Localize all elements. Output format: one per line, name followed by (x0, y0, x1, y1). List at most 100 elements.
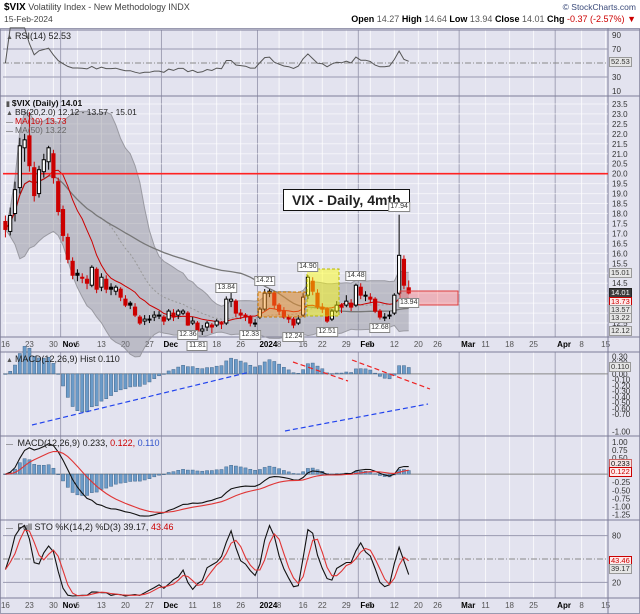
axis-tick-label: -0.10 (612, 376, 631, 385)
trendline-red (351, 359, 431, 390)
axis-tick-label: -0.20 (612, 381, 631, 390)
date-axis-label: Nov (63, 601, 79, 610)
axis-tick-label: 10 (612, 87, 621, 96)
axis-tick-label: 50 (612, 555, 621, 564)
axis-tick-label: 70 (612, 45, 621, 54)
axis-tick-label: 16.5 (612, 239, 628, 248)
date-axis-label: 13 (97, 601, 106, 610)
date-axis-label: 29 (342, 340, 351, 349)
date-axis-label: Mar (461, 340, 475, 349)
axis-tick-label: 0.30 (612, 353, 628, 362)
date-axis-label: 11 (189, 601, 198, 610)
date-axis-label: 18 (212, 601, 221, 610)
date-axis-label: 8 (277, 340, 282, 349)
axis-tick-label: 22.5 (612, 120, 628, 129)
date-axis-label: 12 (390, 601, 399, 610)
rsi-series-line (4, 27, 409, 74)
axis-tick-label: 13.0 (612, 309, 628, 318)
date-axis-label: 25 (529, 340, 538, 349)
date-axis-label: 8 (579, 601, 584, 610)
date-axis-label: 13 (97, 340, 106, 349)
axis-tick-label: 18.5 (612, 200, 628, 209)
axis-tick-label: 14.5 (612, 279, 628, 288)
date-axis-label: 6 (75, 340, 80, 349)
date-axis-label: 26 (433, 340, 442, 349)
trendline-red (292, 361, 349, 382)
date-axis-label: 11 (189, 340, 198, 349)
date-axis-label: Dec (163, 340, 178, 349)
axis-tick-label: -0.30 (612, 387, 631, 396)
axis-tick-label: 15.0 (612, 269, 628, 278)
date-axis-label: 30 (49, 601, 58, 610)
axis-tick-label: 23.0 (612, 110, 628, 119)
date-axis-label: 20 (121, 601, 130, 610)
axis-tick-label: 22.0 (612, 130, 628, 139)
date-axis-label: 16 (299, 340, 308, 349)
axis-tick-label: 1.00 (612, 438, 628, 447)
date-axis-label: 16 (1, 340, 10, 349)
date-axis-label: Apr (557, 340, 571, 349)
date-axis-label: 5 (368, 601, 373, 610)
axis-tick-label: -0.60 (612, 404, 631, 413)
sto-k-line (4, 523, 410, 597)
axis-tick-label: 17.5 (612, 219, 628, 228)
date-axis-label: Feb (360, 601, 374, 610)
axis-tick-label: 19.5 (612, 180, 628, 189)
axis-tick-label: 23.5 (612, 100, 628, 109)
date-axis-label: 2024 (259, 340, 277, 349)
axis-tick-label: 80 (612, 532, 621, 541)
date-axis-label: 23 (25, 340, 34, 349)
axis-tick-label: -0.50 (612, 486, 631, 495)
axis-tick-label: 17.0 (612, 229, 628, 238)
axis-tick-label: -0.50 (612, 399, 631, 408)
axis-tick-label: 30 (612, 73, 621, 82)
axis-tick-label: -0.40 (612, 393, 631, 402)
axis-tick-label: 20.5 (612, 160, 628, 169)
date-axis-label: 27 (145, 340, 154, 349)
trendline-blue (31, 371, 251, 426)
date-axis-label: 12 (390, 340, 399, 349)
date-axis-label: 27 (145, 601, 154, 610)
date-axis-label: 20 (414, 601, 423, 610)
date-axis-label: Nov (63, 340, 79, 349)
date-axis-label: 18 (505, 340, 514, 349)
date-axis-label: 20 (121, 340, 130, 349)
date-axis-label: 8 (579, 340, 584, 349)
axis-tick-label: 12.5 (612, 319, 628, 328)
axis-tick-label: -1.00 (612, 427, 631, 436)
macd-signal-line (5, 450, 409, 513)
axis-tick-label: 15.5 (612, 259, 628, 268)
candles-layer (3, 111, 411, 337)
axis-tick-label: 90 (612, 31, 621, 40)
axis-tick-label: 16.0 (612, 249, 628, 258)
date-axis-label: 18 (212, 340, 221, 349)
axis-tick-label: 0.50 (612, 454, 628, 463)
highlight-box-yellow (306, 268, 340, 317)
date-axis-label: 8 (277, 601, 282, 610)
axis-tick-label: -1.00 (612, 502, 631, 511)
axis-tick-label: 20 (612, 578, 621, 587)
macd-hist-layer (3, 346, 411, 413)
date-axis-label: 20 (414, 340, 423, 349)
axis-tick-label: 21.5 (612, 140, 628, 149)
date-axis-label: 23 (25, 601, 34, 610)
axis-tick-label: -1.25 (612, 510, 631, 519)
date-axis-label: 25 (529, 601, 538, 610)
date-axis-label: 6 (75, 601, 80, 610)
axis-tick-label: 0.75 (612, 446, 628, 455)
axis-tick-label: -0.25 (612, 478, 631, 487)
date-axis-label: 16 (299, 601, 308, 610)
date-axis-label: 29 (342, 601, 351, 610)
axis-tick-label: -0.70 (612, 410, 631, 419)
date-axis-label: 26 (433, 601, 442, 610)
axis-tick-label: 21.0 (612, 150, 628, 159)
date-axis-label: 2024 (259, 601, 277, 610)
date-axis-label: 5 (368, 340, 373, 349)
axis-tick-label: 18.0 (612, 210, 628, 219)
date-axis-label: 11 (481, 340, 490, 349)
trendline-blue (284, 403, 429, 432)
date-axis-label: 16 (1, 601, 10, 610)
sto-d-line (4, 529, 410, 597)
